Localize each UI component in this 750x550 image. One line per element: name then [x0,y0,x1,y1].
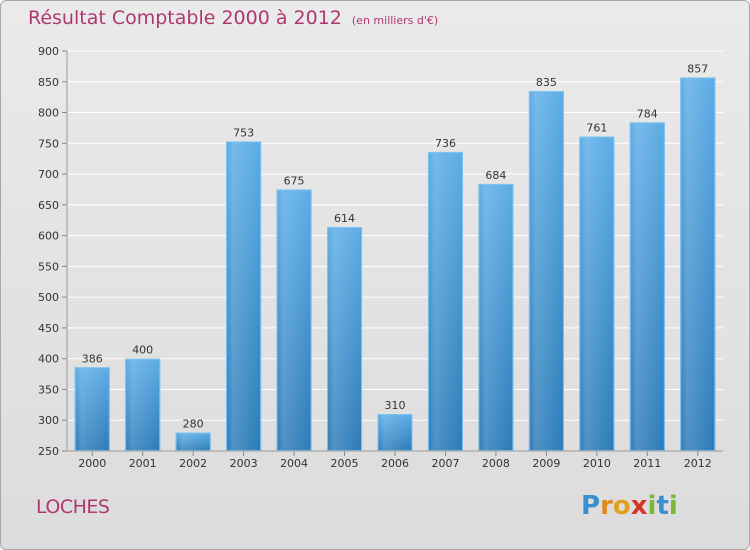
bar-value-label: 280 [183,418,204,431]
y-tick-label: 350 [38,383,59,396]
bar-value-label: 684 [485,169,506,182]
bar-highlight [125,358,161,451]
chart-title-text: Résultat Comptable 2000 à 2012 [28,7,342,29]
x-tick-label: 2012 [684,457,712,470]
location-name: LOCHES [36,496,110,518]
bar-highlight [327,227,363,451]
bar-highlight [276,189,312,451]
bar-highlight [377,414,413,451]
y-tick-label: 650 [38,199,59,212]
y-tick-label: 600 [38,230,59,243]
y-tick-label: 850 [38,76,59,89]
logo-letter: o [612,491,631,521]
bar-value-label: 614 [334,212,355,225]
bar-value-label: 835 [536,76,557,89]
bar-value-label: 761 [586,122,607,135]
bar-highlight [74,367,110,451]
logo-letter: t [656,491,669,521]
x-tick-label: 2005 [331,457,359,470]
y-tick-label: 250 [38,445,59,458]
proxiti-logo[interactable]: Proxiti [581,491,678,521]
x-tick-label: 2011 [633,457,661,470]
y-tick-label: 500 [38,291,59,304]
bar-highlight [478,183,514,451]
chart-title: Résultat Comptable 2000 à 2012 (en millie… [28,7,438,29]
bar-value-label: 386 [82,352,103,365]
bar-highlight [427,151,463,451]
x-tick-label: 2007 [431,457,459,470]
bar-highlight [175,432,211,451]
x-tick-label: 2002 [179,457,207,470]
bar-value-label: 736 [435,137,456,150]
y-tick-label: 300 [38,414,59,427]
logo-letter: P [581,491,601,521]
y-tick-label: 800 [38,107,59,120]
bar-value-label: 310 [385,399,406,412]
x-tick-label: 2003 [230,457,258,470]
logo-letter: i [668,491,678,521]
x-axis-ticks: 2000 2001 2002 2003 2004 2005 2006 2007 2008 2009… [67,450,723,470]
bar-highlight [579,136,615,452]
y-tick-label: 700 [38,168,59,181]
x-tick-label: 2000 [78,457,106,470]
bar-highlight [226,141,262,451]
y-tick-label: 400 [38,353,59,366]
bar-value-label: 784 [637,107,658,120]
grid-lines [67,50,723,452]
bar-value-label: 675 [284,174,305,187]
bar-value-label: 400 [132,344,153,357]
bars: 386 400 280 753 675 614 310 736 684 835 761 784 857 [74,62,716,452]
y-tick-label: 550 [38,260,59,273]
bar-highlight [629,122,665,451]
x-tick-label: 2001 [129,457,157,470]
y-tick-label: 750 [38,137,59,150]
x-tick-label: 2004 [280,457,308,470]
x-tick-label: 2008 [482,457,510,470]
bar-value-label: 753 [233,126,254,139]
logo-letter: i [647,491,657,521]
bar-highlight [528,91,564,451]
chart-unit-label: (en milliers d'€) [351,14,439,27]
x-tick-label: 2010 [583,457,611,470]
y-axis-ticks: 250 300 350 400 450 500 550 600 650 700 750 800 850 9… [38,45,68,458]
bar-highlight [680,77,716,451]
y-tick-label: 450 [38,322,59,335]
logo-letter: x [630,491,648,521]
bar-value-label: 857 [687,62,708,75]
logo-letter: r [600,491,613,521]
x-tick-label: 2006 [381,457,409,470]
y-tick-label: 900 [38,45,59,58]
x-tick-label: 2009 [532,457,560,470]
